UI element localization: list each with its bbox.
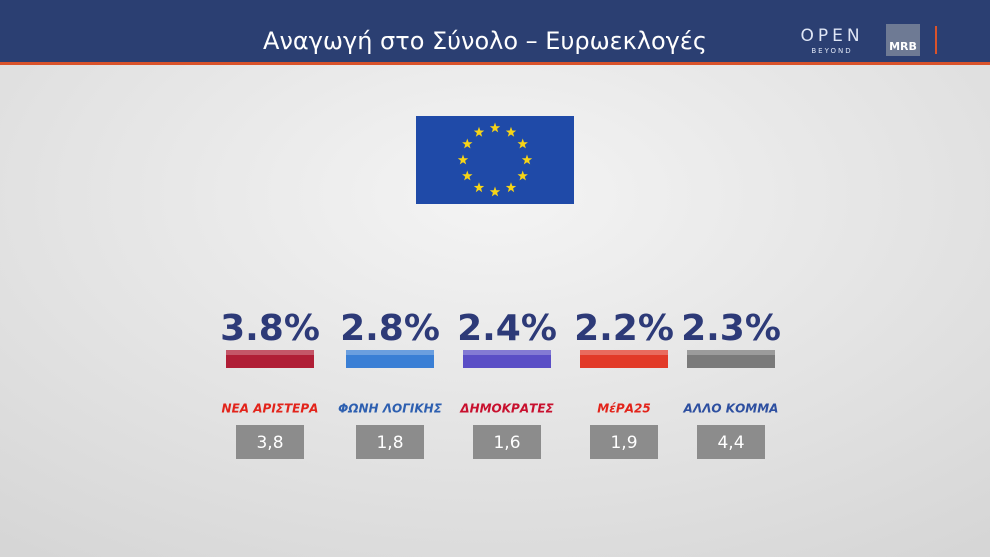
value-label: 3.8% — [220, 308, 320, 349]
bar — [226, 350, 314, 368]
previous-label: 1,8 — [376, 433, 403, 453]
divider — [935, 26, 937, 54]
party-label: ΜέΡΑ25 — [597, 402, 650, 416]
party-label: ΦΩΝΗ ΛΟΓΙΚΗΣ — [338, 402, 443, 416]
bar-highlight — [580, 350, 668, 355]
previous-box — [236, 425, 304, 459]
value-label: 2.4% — [457, 308, 557, 349]
bar-highlight — [346, 350, 434, 355]
star — [489, 122, 501, 133]
bar-highlight — [226, 350, 314, 355]
party-label: ΔΗΜΟΚΡΑΤΕΣ — [459, 402, 554, 416]
star — [521, 154, 533, 165]
brand-sub: BEYOND — [811, 47, 852, 55]
bar — [463, 350, 551, 368]
star — [462, 138, 473, 149]
bar-highlight — [463, 350, 551, 355]
star — [505, 182, 517, 193]
title: Αναγωγή στο Σύνολο – Ευρωεκλογές — [263, 27, 707, 55]
previous-box — [473, 425, 541, 459]
star — [462, 170, 473, 181]
previous-box — [697, 425, 765, 459]
flag-stars — [457, 122, 533, 197]
star — [473, 182, 485, 193]
pollster-box — [886, 24, 920, 56]
star — [505, 126, 517, 137]
previous-label: 3,8 — [256, 433, 283, 453]
star — [517, 170, 528, 181]
header-bar — [0, 0, 990, 62]
previous-label: 4,4 — [717, 433, 744, 453]
star — [457, 154, 469, 165]
bar — [580, 350, 668, 368]
previous-box — [590, 425, 658, 459]
value-label: 2.3% — [681, 308, 781, 349]
previous-label: 1,6 — [493, 433, 520, 453]
value-label: 2.8% — [340, 308, 440, 349]
bar-highlight — [687, 350, 775, 355]
star — [473, 126, 485, 137]
previous-label: 1,9 — [610, 433, 637, 453]
brand: OPEN — [800, 26, 863, 46]
value-label: 2.2% — [574, 308, 674, 349]
eu-flag — [416, 116, 574, 204]
party-label: ΝΕΑ ΑΡΙΣΤΕΡΑ — [222, 402, 319, 416]
party-label: ΑΛΛΟ ΚΟΜΜΑ — [683, 402, 779, 416]
header-line — [0, 62, 990, 65]
previous-box — [356, 425, 424, 459]
chart: 3.8% ΝΕΑ ΑΡΙΣΤΕΡΑ 3,8 2.8% ΦΩΝΗ ΛΟΓΙΚΗΣ 1,8 2.… — [220, 308, 781, 459]
bar — [346, 350, 434, 368]
star — [517, 138, 528, 149]
pollster: MRB — [889, 40, 917, 53]
star — [489, 186, 501, 197]
bar — [687, 350, 775, 368]
